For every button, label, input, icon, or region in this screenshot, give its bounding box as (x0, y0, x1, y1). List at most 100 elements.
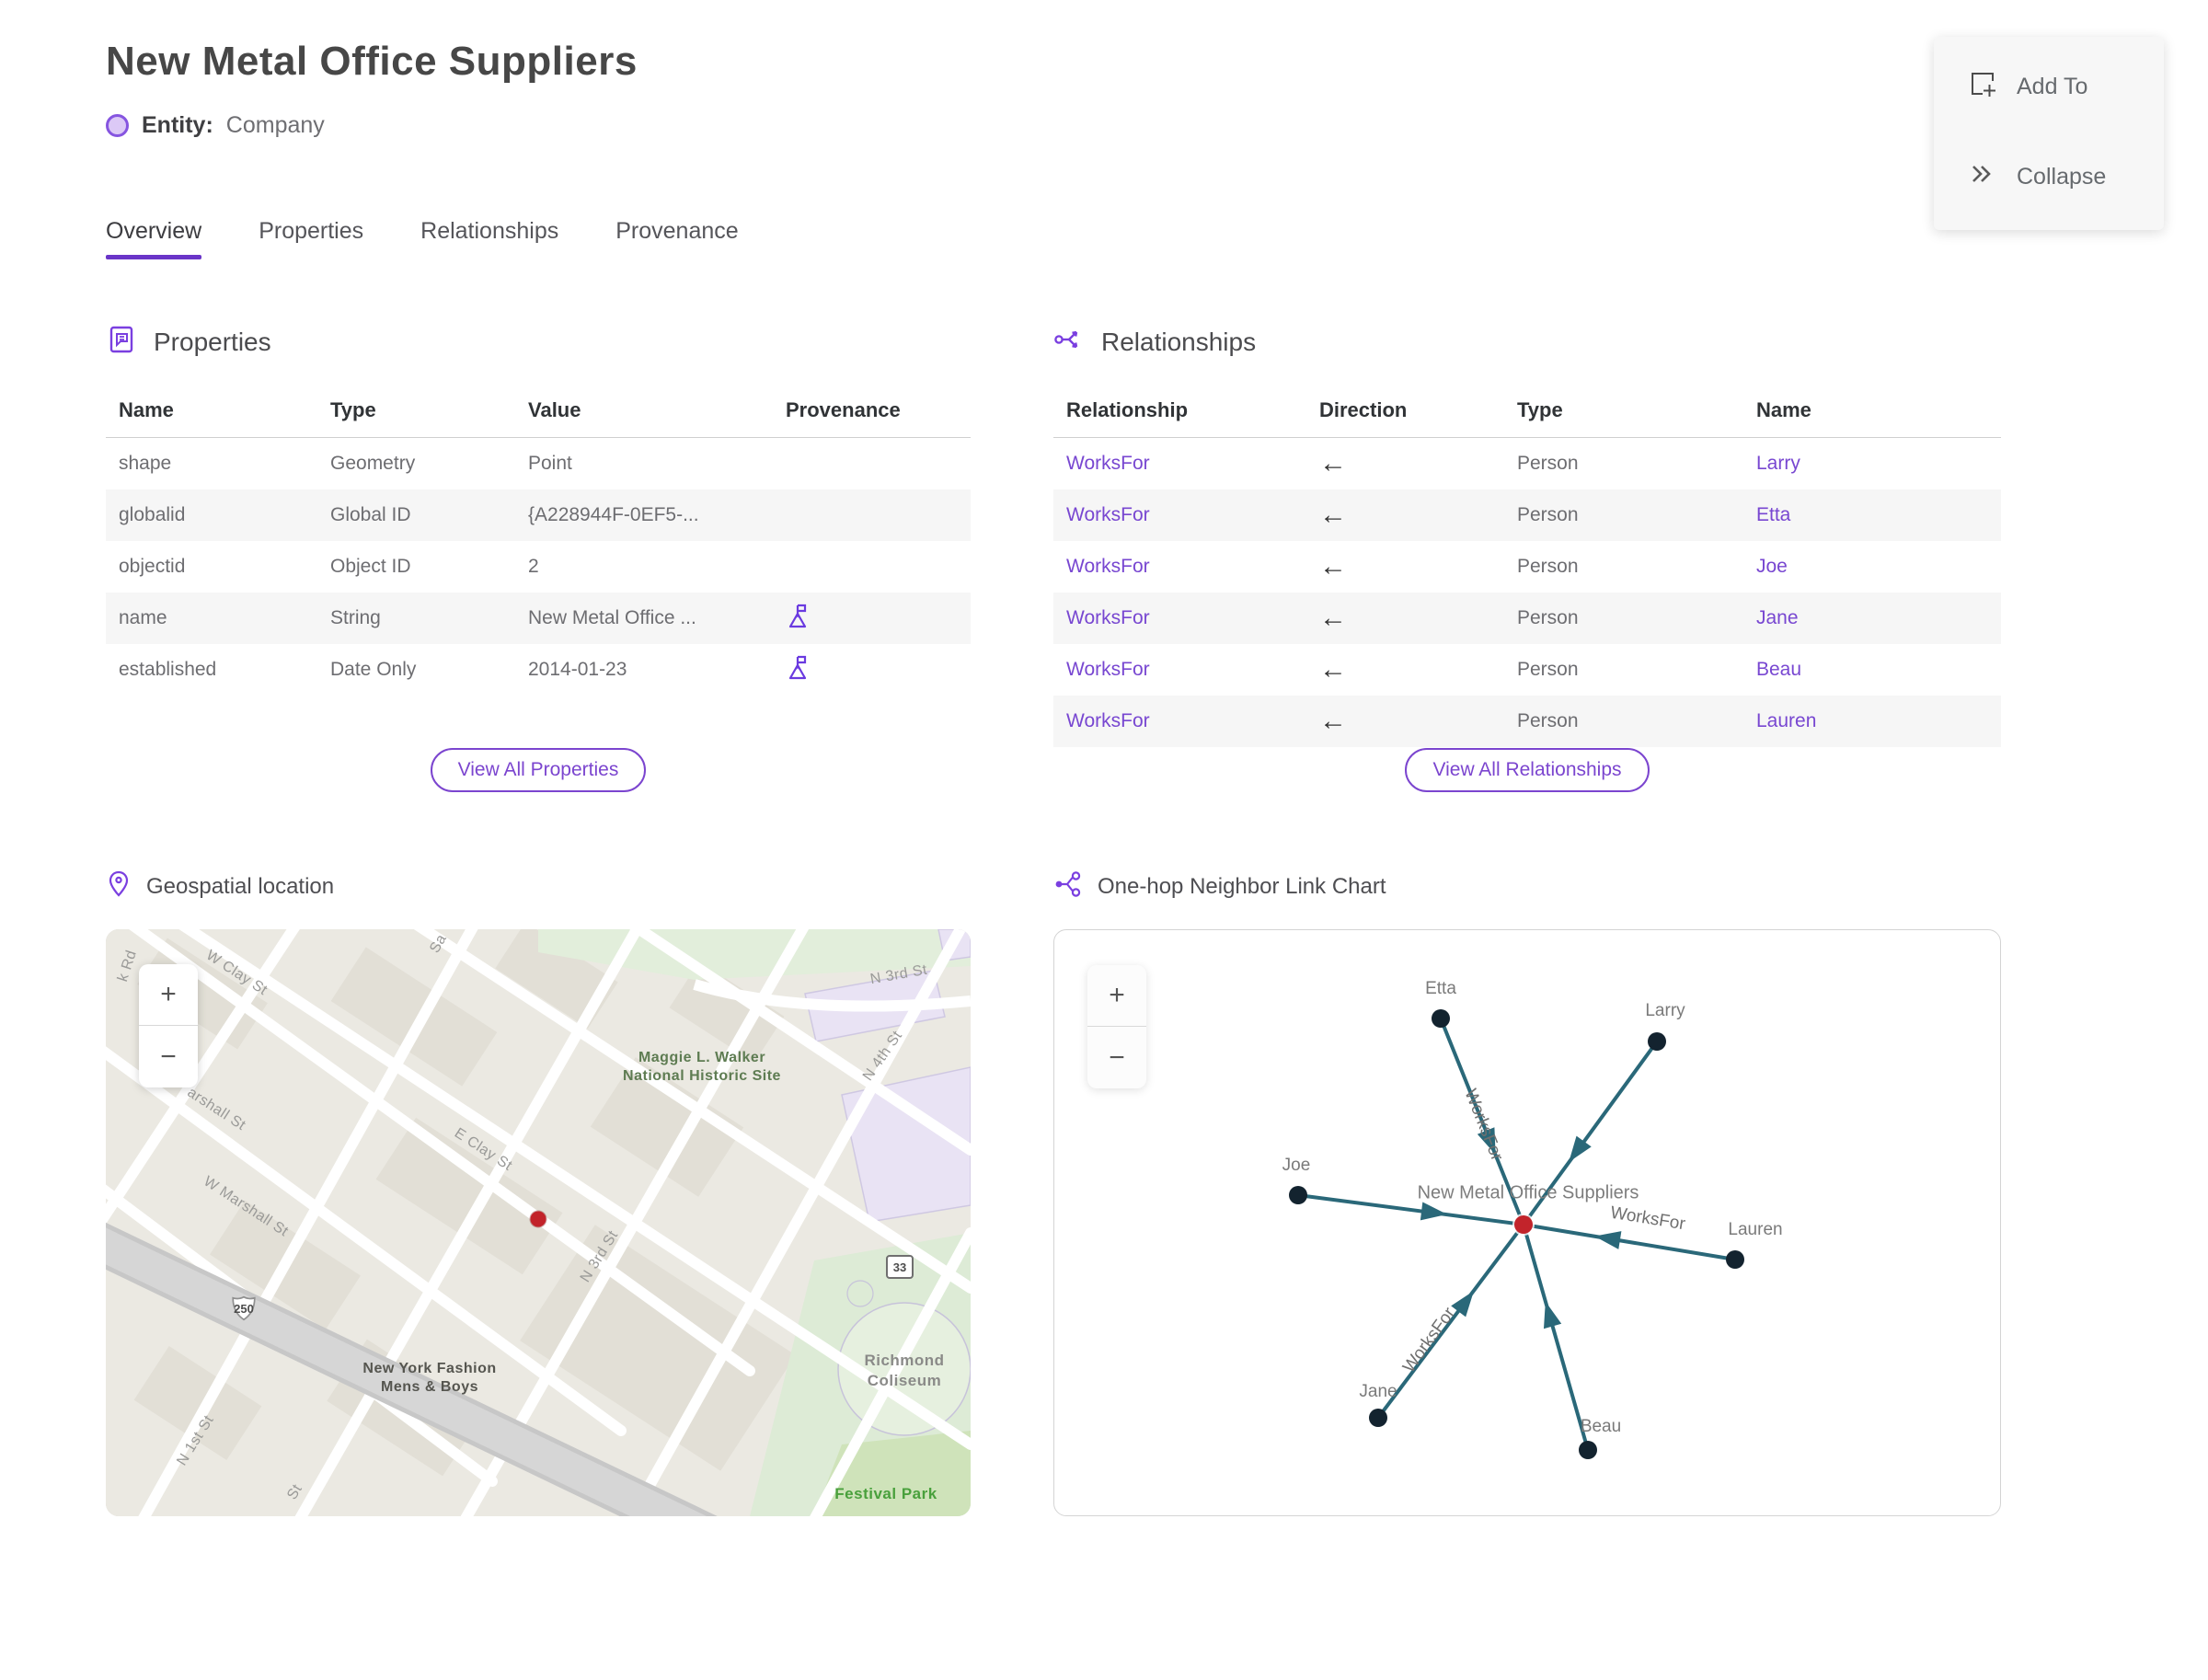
tab-overview[interactable]: Overview (106, 218, 202, 259)
cell-name[interactable]: Lauren (1743, 695, 2001, 747)
relationships-section-header: Relationships (1053, 324, 2001, 360)
chart-zoom-control: + − (1087, 965, 1146, 1088)
add-to-icon (1969, 70, 1996, 104)
cell-type: Person (1517, 555, 1579, 577)
tab-provenance[interactable]: Provenance (615, 218, 739, 244)
route-shield-250: 250 (230, 1295, 258, 1322)
cell-relationship[interactable]: WorksFor (1053, 592, 1306, 644)
table-row: WorksFor ← Person Jane (1053, 592, 2001, 644)
cell-value: 2014-01-23 (528, 658, 627, 680)
table-row: shape Geometry Point (106, 438, 971, 489)
map-poi-label: New York Fashion Mens & Boys (362, 1361, 497, 1395)
properties-col-name: Name (106, 387, 317, 438)
entity-type-value: Company (225, 112, 325, 138)
cell-type: Global ID (317, 489, 515, 541)
map-entity-point[interactable] (530, 1211, 546, 1227)
table-row: WorksFor ← Person Joe (1053, 541, 2001, 593)
route-shield-33: 33 (885, 1254, 914, 1280)
graph-node-larry[interactable] (1648, 1032, 1666, 1051)
view-all-relationships-button[interactable]: View All Relationships (1405, 748, 1650, 792)
table-row: WorksFor ← Person Beau (1053, 644, 2001, 696)
cell-relationship[interactable]: WorksFor (1066, 555, 1150, 577)
cell-value: 2 (528, 555, 539, 577)
properties-col-value: Value (515, 387, 773, 438)
chart-zoom-in-button[interactable]: + (1087, 965, 1146, 1027)
cell-name: globalid (106, 489, 317, 541)
map-poi-label: Maggie L. Walker National Historic Site (623, 1050, 781, 1084)
properties-col-provenance: Provenance (773, 387, 971, 438)
cell-type: Object ID (330, 555, 411, 577)
cell-type: Person (1504, 592, 1743, 644)
properties-table: Name Type Value Provenance shape Geometry… (106, 387, 971, 696)
graph-node-center[interactable] (1514, 1215, 1533, 1234)
table-row: WorksFor ← Person Etta (1053, 489, 2001, 541)
map-zoom-in-button[interactable]: + (139, 964, 198, 1026)
graph-node-label: Beau (1580, 1417, 1622, 1436)
chart-zoom-out-button[interactable]: − (1109, 1041, 1125, 1073)
add-to-label: Add To (2017, 74, 2088, 99)
cell-type: String (317, 592, 515, 644)
relationships-branch-icon (1053, 324, 1085, 360)
graph-node-label: Etta (1425, 979, 1456, 998)
onehop-section-title: One-hop Neighbor Link Chart (1098, 873, 1386, 899)
graph-node-beau[interactable] (1579, 1441, 1597, 1459)
relationships-col-relationship: Relationship (1053, 387, 1306, 438)
entity-type-row: Entity: Company (106, 112, 2208, 139)
cell-direction: ← (1319, 550, 1347, 581)
relationships-col-type: Type (1504, 387, 1743, 438)
cell-direction: ← (1319, 653, 1347, 685)
table-row: WorksFor ← Person Larry (1053, 438, 2001, 489)
cell-type: Person (1504, 489, 1743, 541)
geospatial-section-header: Geospatial location (106, 869, 971, 903)
graph-node-jane[interactable] (1369, 1409, 1387, 1427)
cell-name[interactable]: Jane (1743, 592, 2001, 644)
page-title: New Metal Office Suppliers (106, 39, 638, 84)
graph-node-joe[interactable] (1289, 1186, 1307, 1204)
cell-relationship[interactable]: WorksFor (1066, 658, 1150, 680)
cell-type: Person (1504, 695, 1743, 747)
entity-detail-page: New Metal Office Suppliers Entity: Compa… (106, 37, 2208, 1516)
graph-center-label: New Metal Office Suppliers (1417, 1182, 1639, 1203)
add-to-button[interactable]: Add To (1969, 70, 2164, 104)
view-all-properties-button[interactable]: View All Properties (430, 748, 647, 792)
cell-relationship[interactable]: WorksFor (1053, 489, 1306, 541)
cell-name[interactable]: Joe (1756, 555, 1788, 577)
cell-name[interactable]: Larry (1756, 452, 1800, 474)
map-poi-label: Festival Park (834, 1485, 937, 1502)
table-row: globalid Global ID {A228944F-0EF5-... (106, 489, 971, 541)
cell-provenance (773, 541, 971, 593)
cell-direction: ← (1306, 695, 1504, 747)
table-row: objectid Object ID 2 (106, 541, 971, 593)
cell-name[interactable]: Beau (1756, 658, 1802, 680)
cell-provenance[interactable] (773, 592, 971, 644)
tab-relationships[interactable]: Relationships (420, 218, 559, 244)
cell-provenance[interactable] (773, 644, 971, 696)
tab-properties[interactable]: Properties (259, 218, 364, 244)
cell-value: Point (528, 452, 572, 474)
graph-node-etta[interactable] (1432, 1009, 1450, 1028)
cell-type: Person (1517, 658, 1579, 680)
tab-bar: Overview Properties Relationships Proven… (106, 218, 2208, 259)
cell-relationship[interactable]: WorksFor (1053, 695, 1306, 747)
geospatial-section-title: Geospatial location (146, 873, 335, 899)
cell-relationship[interactable]: WorksFor (1066, 452, 1150, 474)
graph-node-label: Jane (1359, 1382, 1397, 1401)
cell-name[interactable]: Etta (1743, 489, 2001, 541)
onehop-link-chart[interactable]: + − Etta Larry Joe New Metal Office Supp… (1053, 929, 2001, 1516)
cell-name: established (119, 658, 217, 680)
onehop-section-header: One-hop Neighbor Link Chart (1053, 869, 2001, 903)
entity-label: Entity: (142, 112, 213, 138)
graph-node-label: Joe (1282, 1156, 1311, 1175)
floating-action-panel: Add To Collapse (1934, 37, 2164, 230)
table-row: established Date Only 2014-01-23 (106, 644, 971, 696)
link-chart-icon (1053, 869, 1083, 903)
cell-direction: ← (1306, 489, 1504, 541)
geospatial-map[interactable]: + − k Rd W Clay St Sa arshall St W Marsh… (106, 929, 971, 1516)
map-basemap (106, 929, 971, 1516)
collapse-label: Collapse (2017, 164, 2107, 190)
graph-node-lauren[interactable] (1726, 1250, 1744, 1269)
properties-section-title: Properties (154, 327, 271, 356)
collapse-button[interactable]: Collapse (1969, 161, 2164, 193)
cell-provenance (773, 438, 971, 489)
map-zoom-out-button[interactable]: − (160, 1041, 177, 1072)
